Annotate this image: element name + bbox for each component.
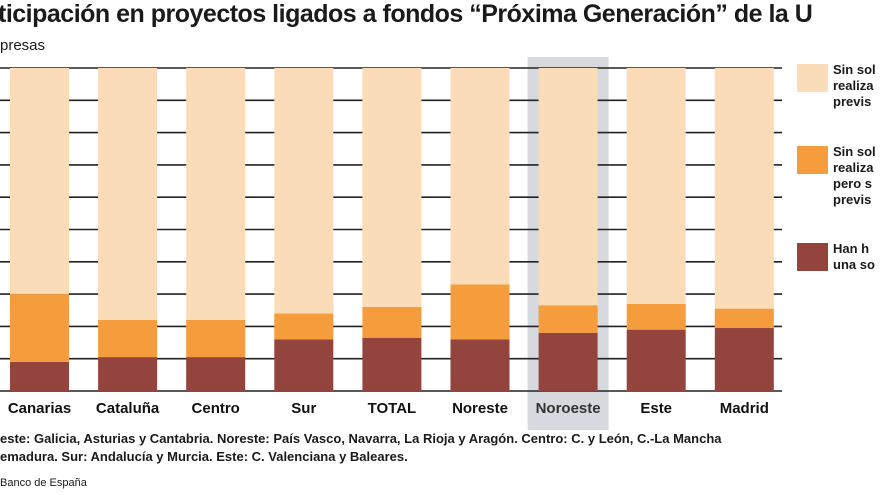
bar-segment (450, 68, 510, 285)
bar-segment (274, 68, 334, 314)
legend-label: Han h una so (833, 241, 875, 272)
bar-segment (538, 68, 598, 306)
legend-label: Sin sol realiza previs (833, 62, 876, 109)
x-tick-label: TOTAL (368, 400, 417, 417)
bar-segment (714, 308, 774, 329)
chart-subtitle: presas (0, 37, 46, 54)
bar-segment (450, 339, 510, 391)
bar-segment (362, 307, 422, 338)
bar-segment (98, 68, 158, 320)
bar-segment (10, 294, 69, 362)
chart-title: ticipación en proyectos ligados a fondos… (0, 0, 813, 28)
bar-segment (98, 319, 158, 358)
legend-swatch (797, 146, 828, 174)
bar-segment (626, 303, 686, 330)
x-tick-label: Canarias (8, 400, 71, 417)
bar-segment (274, 339, 334, 391)
x-tick-label: Madrid (720, 400, 769, 417)
bar-segment (626, 329, 686, 391)
footnotes: este: Galicia, Asturias y Cantabria. Nor… (0, 430, 722, 466)
x-tick-label: Noroeste (536, 400, 601, 417)
bar-segment (362, 337, 422, 391)
x-tick-label: Cataluña (96, 400, 160, 417)
bar-segment (714, 328, 774, 391)
stacked-bar-chart: Canarias Cataluña Centro Sur TOTAL Noreste Nor… (0, 57, 782, 430)
legend-label: Sin sol realiza pero s previs (833, 144, 876, 207)
bar-segment (186, 357, 246, 391)
x-tick-label: Centro (192, 400, 240, 417)
footnote-line: emadura. Sur: Andalucía y Murcia. Este: … (0, 449, 408, 464)
bar-segment (186, 319, 246, 358)
bar-segment (10, 68, 69, 295)
footnote-line: este: Galicia, Asturias y Cantabria. Nor… (0, 431, 722, 446)
x-tick-label: Este (640, 400, 672, 417)
source: Banco de España (0, 477, 87, 489)
bar-segment (98, 357, 158, 391)
bar-segment (538, 332, 598, 391)
bar-segment (714, 68, 774, 309)
bar-segment (274, 313, 334, 340)
x-tick-label: Sur (291, 400, 316, 417)
bar-segment (10, 361, 69, 391)
bar-segment (626, 68, 686, 304)
bar-segment (186, 68, 246, 320)
bar-segment (362, 68, 422, 308)
bar-segment (538, 305, 598, 333)
bar-segment (450, 284, 510, 340)
legend-swatch (797, 64, 828, 92)
legend-swatch (797, 243, 828, 271)
x-tick-label: Noreste (452, 400, 508, 417)
